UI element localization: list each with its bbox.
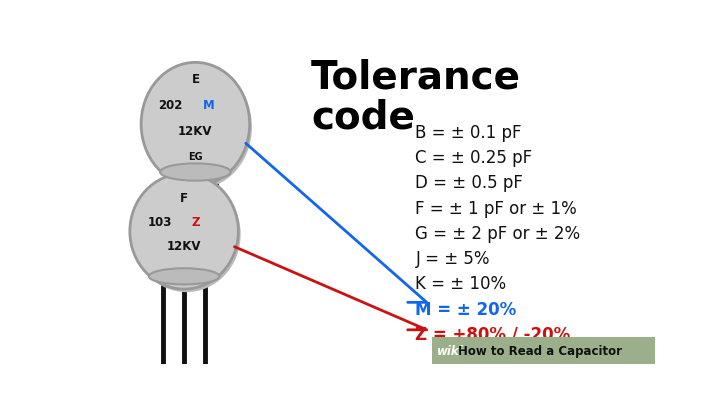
Text: 12KV: 12KV: [167, 239, 202, 252]
Text: E: E: [191, 73, 199, 85]
Ellipse shape: [143, 66, 252, 189]
Text: D = ± 0.5 pF: D = ± 0.5 pF: [416, 174, 523, 192]
Ellipse shape: [141, 63, 250, 186]
FancyBboxPatch shape: [432, 337, 655, 364]
Text: J = ± 5%: J = ± 5%: [416, 249, 490, 267]
Text: 202: 202: [159, 99, 183, 111]
Ellipse shape: [130, 174, 238, 289]
Text: F: F: [180, 191, 188, 204]
Ellipse shape: [149, 269, 219, 285]
Text: M: M: [203, 99, 215, 111]
Text: Z: Z: [192, 215, 200, 228]
Text: K = ± 10%: K = ± 10%: [416, 275, 507, 293]
Text: C = ± 0.25 pF: C = ± 0.25 pF: [416, 149, 533, 167]
Text: F = ± 1 pF or ± 1%: F = ± 1 pF or ± 1%: [416, 199, 577, 217]
Text: EG: EG: [188, 152, 202, 162]
Text: M = ± 20%: M = ± 20%: [416, 300, 517, 318]
Ellipse shape: [160, 164, 231, 181]
Text: B = ± 0.1 pF: B = ± 0.1 pF: [416, 124, 522, 142]
Text: How to Read a Capacitor: How to Read a Capacitor: [459, 344, 622, 357]
Text: G = ± 2 pF or ± 2%: G = ± 2 pF or ± 2%: [416, 224, 580, 242]
Text: 12KV: 12KV: [178, 124, 213, 137]
Text: 103: 103: [147, 215, 172, 228]
Text: Z = +80% / -20%: Z = +80% / -20%: [416, 325, 571, 343]
Text: Tolerance
code: Tolerance code: [311, 58, 521, 136]
Ellipse shape: [132, 177, 241, 292]
Text: wiki: wiki: [437, 344, 464, 357]
